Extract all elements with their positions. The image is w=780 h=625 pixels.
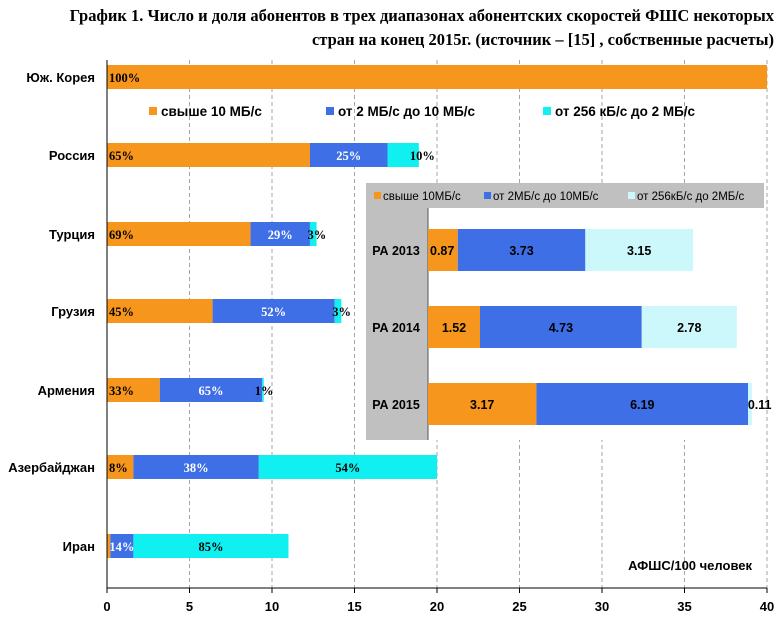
inset-data-label: 3.17 <box>470 398 494 412</box>
data-label: 38% <box>184 461 209 475</box>
inset-bar-segment <box>536 383 749 425</box>
legend-label: от 2 МБ/с до 10 МБ/с <box>338 104 476 119</box>
data-label: 14% <box>109 540 134 554</box>
data-label: 25% <box>336 149 361 163</box>
x-tick-label: 20 <box>430 599 444 614</box>
inset-category-label: РА 2015 <box>372 398 420 412</box>
inset-bar-segment <box>428 229 458 271</box>
data-label: 8% <box>109 461 128 475</box>
inset-legend-label: от 2МБ/с до 10МБ/с <box>493 191 599 203</box>
chart-title: График 1. Число и доля абонентов в трех … <box>0 4 774 52</box>
inset-bar-segment <box>479 306 642 348</box>
bar-segment <box>250 222 310 246</box>
category-label: Азербайджан <box>8 460 95 475</box>
inset-data-label: 0.87 <box>430 244 454 258</box>
bar-segment <box>107 222 251 246</box>
inset-bar-segment <box>428 306 480 348</box>
bar-segment <box>107 143 310 167</box>
data-label: 100% <box>109 71 140 85</box>
bar-segment <box>387 143 419 167</box>
inset-category-label: РА 2013 <box>372 244 420 258</box>
inset-legend-label: от 256кБ/с до 2МБ/с <box>637 191 745 203</box>
main-bars: 100% 65% 25% 10% 69% 29% 3% 45% 52% 3% 33% 65% 1% 8% 3… <box>107 65 767 558</box>
data-label: 29% <box>268 228 293 242</box>
bar-segment <box>212 299 335 323</box>
data-label: 3% <box>308 228 327 242</box>
x-tick-label: 0 <box>103 599 110 614</box>
data-label: 65% <box>198 384 223 398</box>
legend-label: свыше 10 МБ/с <box>161 104 262 119</box>
bar-segment <box>258 455 437 479</box>
inset-data-label: 4.73 <box>549 321 573 335</box>
bar-segment <box>309 143 388 167</box>
bar-segment <box>107 65 767 89</box>
x-tick-label: 40 <box>760 599 774 614</box>
x-axis-title: АФШС/100 человек <box>628 558 752 573</box>
inset-legend-swatch <box>484 192 491 199</box>
bar-segment <box>107 455 134 479</box>
chart-title-line-2: стран на конец 2015г. (источник – [15] ,… <box>311 30 774 49</box>
category-label: Грузия <box>51 304 95 319</box>
data-label: 65% <box>109 149 134 163</box>
inset-data-label: 0.11 <box>748 398 772 412</box>
inset-data-label: 2.78 <box>677 321 701 335</box>
bar-segment <box>107 534 111 558</box>
legend-swatch <box>149 107 157 115</box>
inset-data-label: 3.73 <box>509 244 533 258</box>
inset-legend-swatch <box>374 192 381 199</box>
data-label: 54% <box>335 461 360 475</box>
inset-category-label: РА 2014 <box>372 321 420 335</box>
inset-data-label: 3.15 <box>627 244 651 258</box>
legend-swatch <box>543 107 551 115</box>
inset-data-label: 6.19 <box>630 398 654 412</box>
x-tick-label: 5 <box>186 599 193 614</box>
data-label: 85% <box>198 540 223 554</box>
category-label: Армения <box>38 383 95 398</box>
bar-segment <box>309 222 317 246</box>
bar-segment <box>107 299 213 323</box>
chart-title-line-1: График 1. Число и доля абонентов в трех … <box>69 6 774 25</box>
main-legend: свыше 10 МБ/с от 2 МБ/с до 10 МБ/с от 256 … <box>149 104 696 119</box>
data-label: 52% <box>261 305 286 319</box>
inset-bar-segment <box>641 306 737 348</box>
inset-bar-segment <box>748 383 752 425</box>
inset-bar-segment <box>585 229 694 271</box>
inset-bar-segment <box>457 229 586 271</box>
bar-segment <box>107 378 160 402</box>
category-label: Турция <box>49 227 95 242</box>
x-tick-label: 10 <box>265 599 279 614</box>
bar-segment <box>133 534 289 558</box>
x-tick-label: 25 <box>512 599 526 614</box>
bar-segment <box>262 378 264 402</box>
category-label: Юж. Корея <box>26 70 95 85</box>
x-tick-label: 30 <box>595 599 609 614</box>
category-label: Иран <box>63 539 95 554</box>
bar-segment <box>334 299 342 323</box>
bar-segment <box>110 534 134 558</box>
inset-bar-segment <box>428 383 537 425</box>
category-label: Россия <box>49 148 95 163</box>
inset-chart: РА 2013 0.87 3.73 3.15 РА 2014 1.52 4.73 2.78 РА… <box>366 183 772 440</box>
data-label: 69% <box>109 228 134 242</box>
bar-segment <box>133 455 259 479</box>
data-label: 1% <box>255 384 274 398</box>
bar-segment <box>159 378 263 402</box>
data-label: 3% <box>332 305 351 319</box>
data-label: 10% <box>410 149 435 163</box>
legend-label: от 256 кБ/с до 2 МБ/с <box>555 104 696 119</box>
data-label: 45% <box>109 305 134 319</box>
data-label: 33% <box>109 384 134 398</box>
x-tick-label: 35 <box>677 599 691 614</box>
legend-swatch <box>326 107 334 115</box>
inset-data-label: 1.52 <box>442 321 466 335</box>
inset-legend-label: свыше 10МБ/с <box>383 191 461 203</box>
x-tick-label: 15 <box>347 599 361 614</box>
inset-legend-swatch <box>628 192 635 199</box>
main-axes: 0 5 10 15 20 25 30 35 40 АФШС/100 человек Юж. Коре… <box>8 60 774 614</box>
